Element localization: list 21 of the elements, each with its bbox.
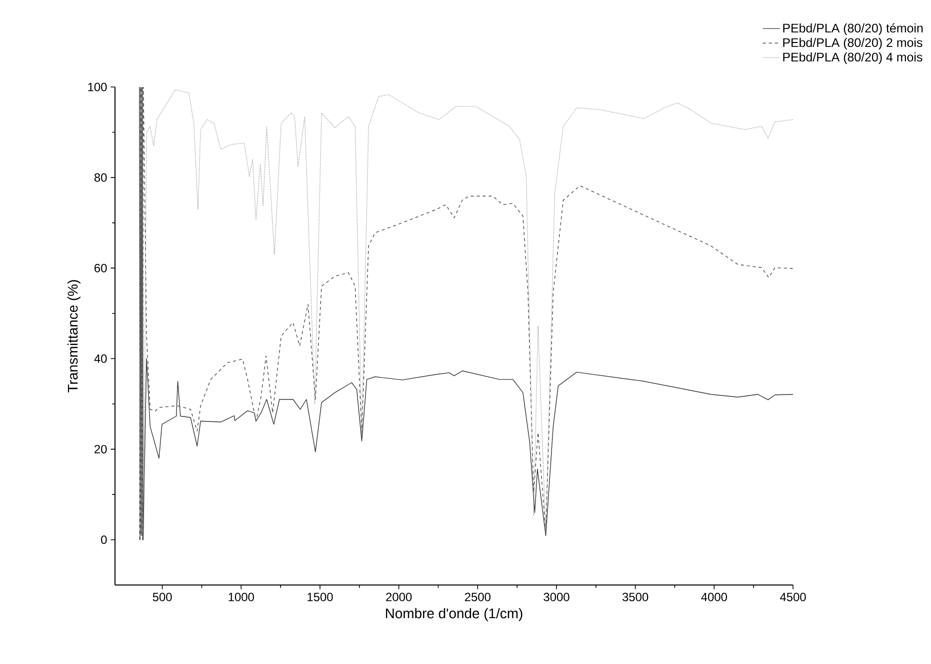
x-tick-label: 1000 bbox=[228, 592, 254, 602]
x-tick-label: 2500 bbox=[464, 592, 490, 602]
y-tick-label: 80 bbox=[94, 173, 107, 182]
x-tick-label: 4500 bbox=[780, 592, 806, 602]
legend-label: PEbd/PLA (80/20) 4 mois bbox=[783, 52, 922, 64]
y-tick-label: 60 bbox=[94, 264, 107, 272]
x-tick-label: 500 bbox=[152, 592, 172, 602]
x-axis-title: Nombre d'onde (1/cm) bbox=[386, 608, 522, 622]
x-tick-label: 4000 bbox=[701, 592, 727, 602]
x-tick-label: 3500 bbox=[622, 592, 648, 602]
legend-label: PEbd/PLA (80/20) 2 mois bbox=[783, 38, 922, 50]
legend-label: PEbd/PLA (80/20) témoin bbox=[783, 23, 923, 35]
y-axis-title: Transmittance (%) bbox=[67, 280, 80, 392]
x-tick-label: 2000 bbox=[386, 592, 412, 602]
y-tick-label: 40 bbox=[94, 354, 107, 363]
y-tick-label: 20 bbox=[94, 444, 107, 454]
x-tick-label: 3000 bbox=[544, 592, 570, 602]
y-tick-label: 0 bbox=[101, 535, 107, 544]
y-tick-label: 100 bbox=[88, 82, 107, 92]
line-series bbox=[139, 86, 794, 540]
x-tick-label: 1500 bbox=[308, 592, 333, 602]
